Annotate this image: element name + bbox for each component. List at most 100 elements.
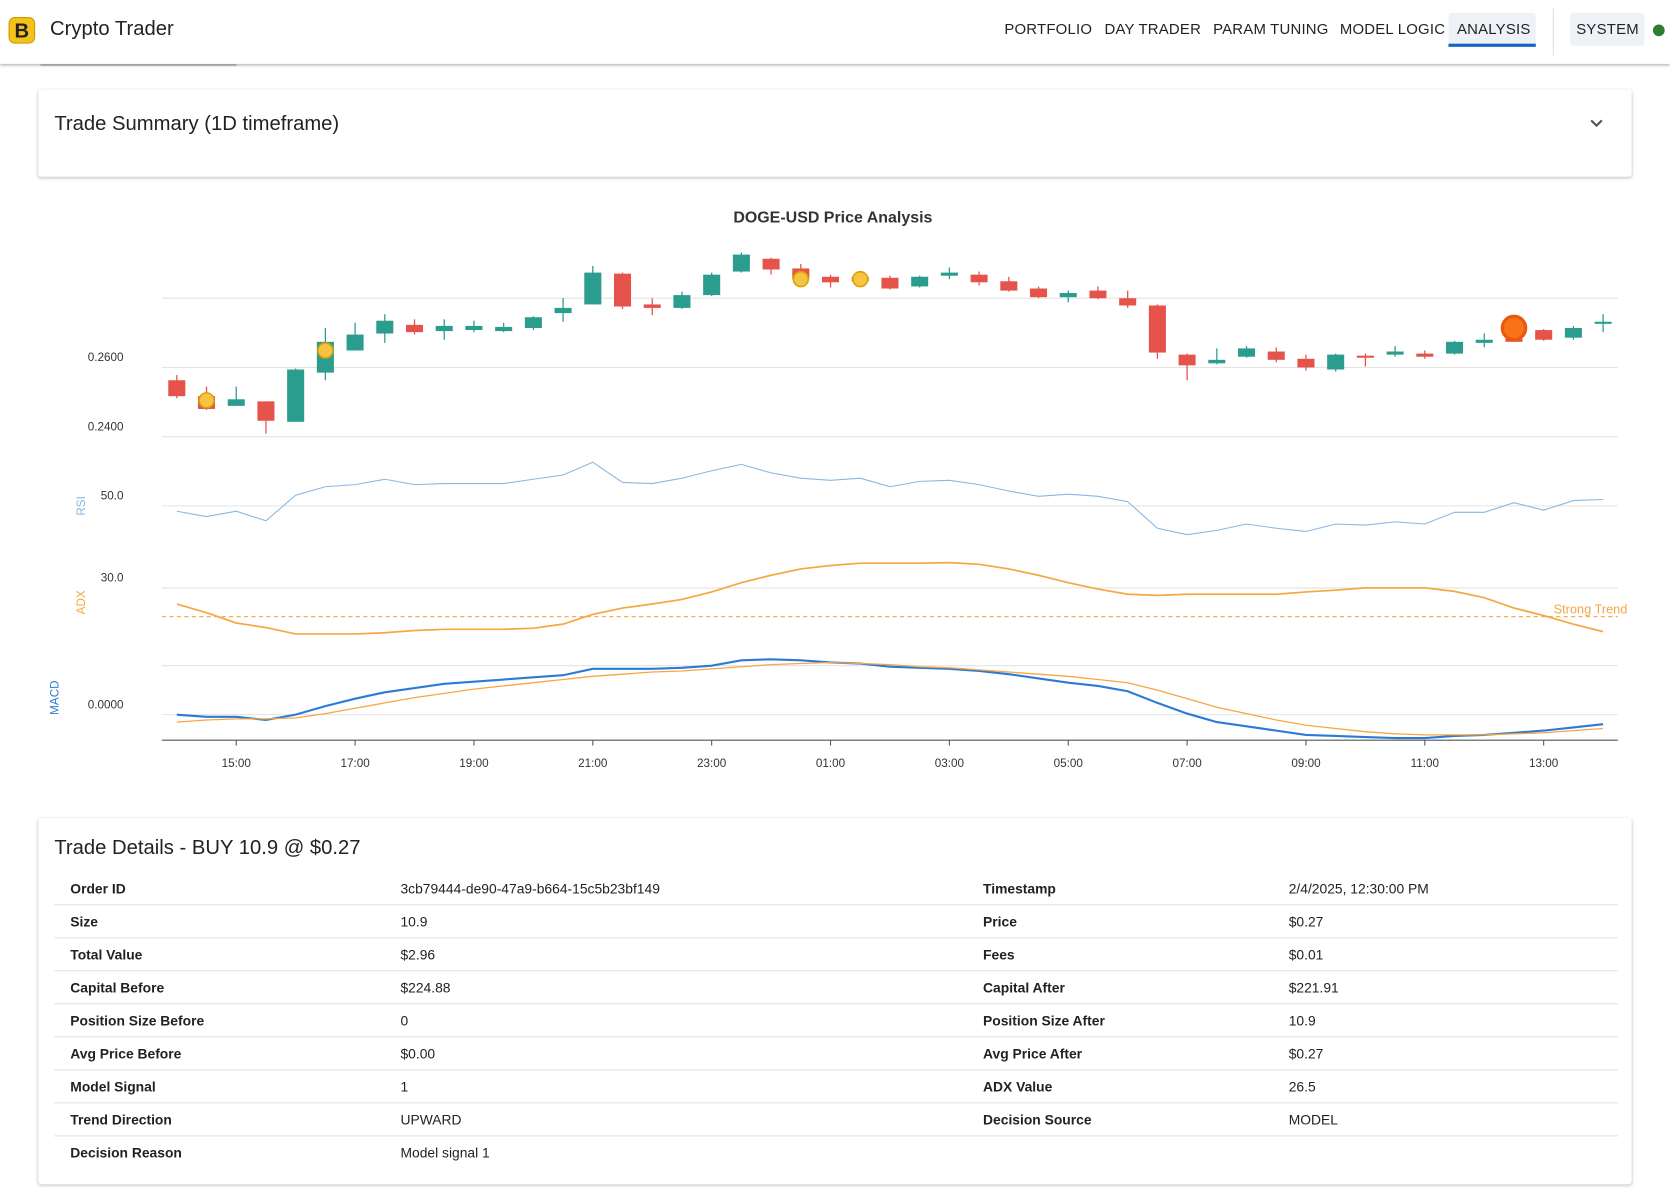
cell-label: Position Size Before [70, 1012, 205, 1029]
y-tick-label: 0.2400 [88, 420, 124, 433]
cell-value: $0.27 [1288, 1045, 1324, 1062]
y-tick-label: 0.2600 [88, 351, 124, 364]
candle-body [881, 277, 899, 289]
summary-title: Trade Summary (1D timeframe) [54, 112, 340, 136]
cell-label: Order ID [70, 880, 126, 897]
cell-value: 10.9 [1288, 1012, 1316, 1029]
candle-body [1297, 358, 1315, 368]
nav-active-underline [1448, 43, 1536, 47]
cell-label: Decision Reason [70, 1144, 182, 1161]
cell-label: Size [70, 913, 99, 930]
x-tick-label: 01:00 [816, 757, 846, 770]
candle-body [643, 304, 661, 308]
cell-label: Fees [983, 946, 1015, 963]
details-card: Trade Details - BUY 10.9 @ $0.27 Order I… [38, 817, 1632, 1185]
cell-value: 1 [400, 1078, 409, 1095]
scroll-remnant [40, 63, 237, 67]
cell-value: $0.27 [1288, 913, 1324, 930]
candle-body [584, 272, 602, 305]
x-tick-label: 23:00 [697, 757, 727, 770]
candle-body [1030, 288, 1048, 298]
candle-body [1089, 290, 1107, 299]
candle-body [1475, 339, 1493, 343]
y-tick-label: 30.0 [101, 572, 124, 585]
cell-value: $224.88 [400, 979, 451, 996]
x-tick-label: 15:00 [222, 757, 252, 770]
cell-label: Position Size After [983, 1012, 1105, 1029]
candle-body [1356, 355, 1374, 358]
indicator-line [176, 461, 1604, 536]
candle-body [673, 295, 691, 308]
candle-body [376, 320, 394, 334]
cell-label: Total Value [70, 946, 143, 963]
candle-body [1327, 354, 1345, 370]
trade-marker [317, 342, 334, 359]
candle-body [762, 258, 780, 270]
x-tick-label: 07:00 [1172, 757, 1202, 770]
cell-label: Trend Direction [70, 1111, 172, 1128]
candle-body [1386, 351, 1404, 355]
trade-marker [1500, 314, 1528, 342]
divider [1552, 8, 1554, 56]
candle-body [1535, 330, 1553, 340]
nav-item[interactable]: PARAM TUNING [1213, 20, 1329, 38]
candle-body [1416, 353, 1434, 357]
cell-value: 0 [400, 1012, 409, 1029]
trade-marker [851, 270, 869, 288]
cell-value: UPWARD [400, 1111, 462, 1128]
y-tick-label: 50.0 [101, 490, 124, 503]
system-button[interactable]: SYSTEM [1576, 20, 1639, 38]
nav-active-bg [1448, 12, 1536, 46]
candle-body [287, 369, 305, 422]
chart: DOGE-USD Price Analysis 0.2400 0.2600 50.0 R… [49, 210, 1628, 770]
x-tick-label: 13:00 [1529, 757, 1559, 770]
x-tick-label: 21:00 [578, 757, 608, 770]
y-tick-label: 0.0000 [88, 698, 124, 711]
candle-body [168, 380, 186, 397]
chart-title: DOGE-USD Price Analysis [733, 210, 932, 227]
app-bar: B Crypto Trader PORTFOLIO DAY TRADER PARAM… [0, 0, 1670, 64]
candle-body [703, 274, 721, 296]
candle-body [405, 324, 424, 333]
cell-label: Model Signal [70, 1078, 156, 1095]
nav-item[interactable]: PORTFOLIO [1004, 20, 1093, 38]
cell-label: ADX Value [983, 1078, 1053, 1095]
x-tick-label: 17:00 [340, 757, 370, 770]
candle-body [554, 307, 572, 314]
table-row: Decision Reason Model signal 1 [54, 1135, 1617, 1168]
candle-body [911, 276, 929, 287]
cell-label: Decision Source [983, 1111, 1092, 1128]
cell-value: 10.9 [400, 913, 428, 930]
nav-item[interactable]: MODEL LOGIC [1339, 20, 1446, 38]
trade-marker [792, 270, 810, 288]
candle-body [1059, 293, 1077, 298]
candle-body [257, 401, 275, 421]
candle-body [1446, 341, 1464, 354]
cell-value: $0.00 [400, 1045, 436, 1062]
app-title[interactable]: Crypto Trader [50, 18, 174, 41]
candle-body [524, 317, 542, 328]
cell-value: 2/4/2025, 12:30:00 PM [1288, 880, 1429, 897]
table-row: Trend Direction UPWARD Decision Source MODE… [54, 1102, 1618, 1137]
cell-value: $221.91 [1288, 979, 1339, 996]
nav-item[interactable]: ANALYSIS [1456, 20, 1531, 38]
y-axis-label: MACD [49, 680, 62, 714]
candle-body [970, 274, 988, 283]
logo[interactable]: B [8, 17, 36, 44]
status-dot [1652, 24, 1665, 37]
candle-body [465, 325, 483, 331]
chevron[interactable] [1589, 118, 1604, 129]
candle-body [435, 325, 453, 332]
threshold-label: Strong Trend [1554, 601, 1628, 616]
nav-item[interactable]: DAY TRADER [1104, 20, 1202, 38]
cell-label: Capital Before [70, 979, 165, 996]
y-axis-label: RSI [75, 496, 88, 516]
cell-value: Model signal 1 [400, 1144, 490, 1161]
candle-body [940, 272, 958, 276]
x-tick-label: 05:00 [1054, 757, 1084, 770]
cell-label: Avg Price Before [70, 1045, 182, 1062]
table-row: Position Size Before 0 Position Size After… [54, 1003, 1618, 1038]
candle-body [1000, 281, 1018, 291]
summary-card[interactable]: Trade Summary (1D timeframe) [38, 89, 1632, 177]
